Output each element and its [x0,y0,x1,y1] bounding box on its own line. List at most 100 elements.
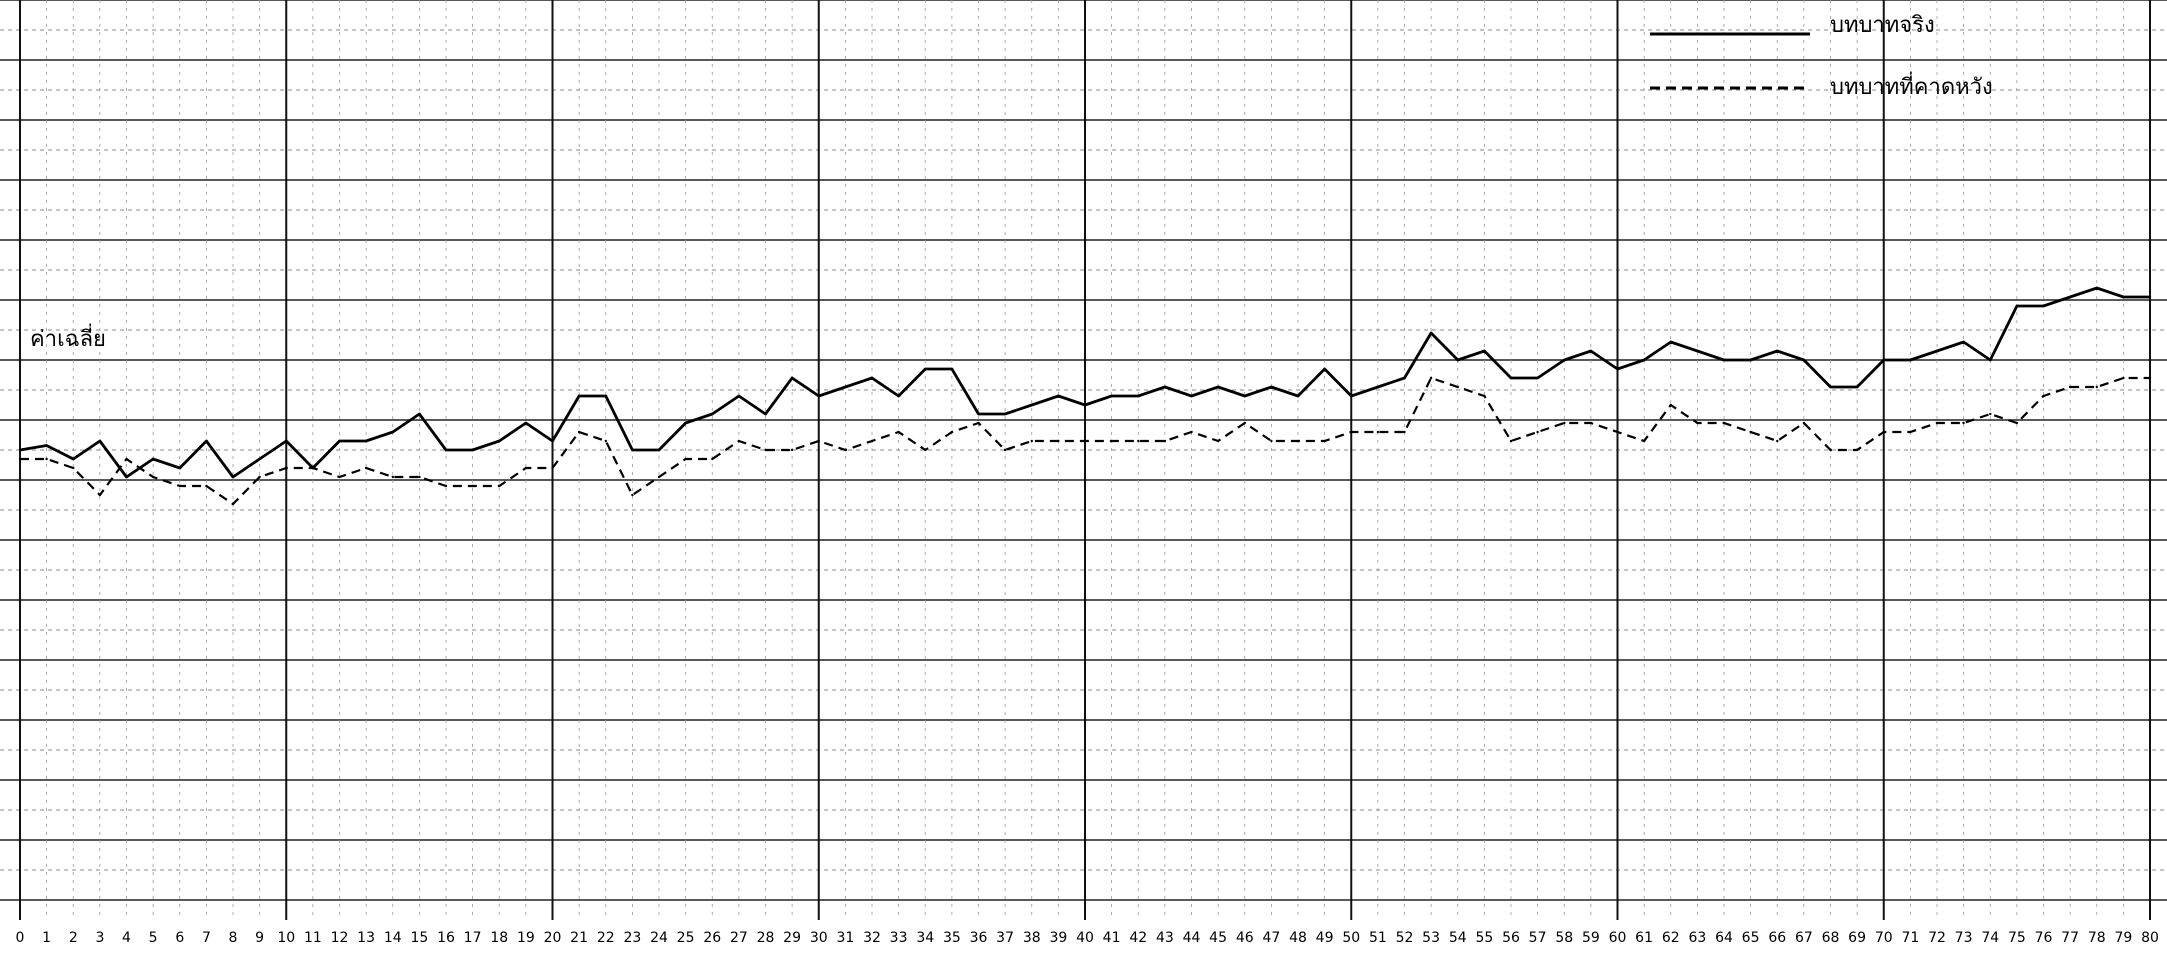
data-point [924,367,927,371]
x-tick-label: 5 [149,930,158,946]
x-tick-label: 71 [1901,930,1919,946]
x-tick-label: 61 [1635,930,1653,946]
data-point [364,466,368,470]
data-point [1163,385,1167,389]
data-point [45,444,48,447]
x-tick-label: 76 [2035,930,2053,946]
data-point [1483,349,1486,353]
data-point [604,439,607,443]
data-point [844,385,847,389]
x-tick-label: 29 [783,930,801,946]
data-point [1456,385,1460,389]
x-tick-label: 14 [384,930,402,946]
x-tick-label: 53 [1422,930,1440,946]
y-axis-label: ค่าเฉลี่ย [30,323,106,352]
x-tick-label: 73 [1955,930,1973,946]
data-point [1137,439,1140,443]
x-tick-label: 34 [916,930,934,946]
data-point [1057,439,1060,443]
data-point [1749,430,1752,434]
x-tick-label: 46 [1236,930,1254,946]
x-tick-label: 50 [1342,930,1360,946]
data-point [1110,394,1113,398]
x-tick-label: 23 [623,930,641,946]
x-tick-label: 58 [1555,930,1573,946]
x-tick-label: 52 [1396,930,1414,946]
x-tick-label: 47 [1262,930,1280,946]
x-tick-label: 56 [1502,930,1520,946]
x-tick-label: 17 [464,930,482,946]
data-point [2015,421,2019,425]
series-layer [18,286,2152,506]
data-point [1429,376,1433,380]
x-tick-label: 30 [810,930,828,946]
data-point [1696,421,1699,425]
x-tick-label: 63 [1688,930,1706,946]
data-point [178,466,181,470]
data-point [1216,385,1220,389]
data-point [1536,430,1539,434]
x-tick-label: 24 [650,930,668,946]
x-tick-label: 65 [1742,930,1760,946]
data-point [1935,349,1939,353]
x-tick-label: 62 [1662,930,1680,946]
data-point [657,448,661,452]
data-point [1190,394,1193,398]
data-point [1509,439,1513,443]
x-tick-label: 70 [1875,930,1893,946]
data-point [577,430,581,434]
x-tick-label: 44 [1183,930,1201,946]
data-point [231,502,235,506]
data-point [1749,358,1752,362]
data-point [1270,385,1273,389]
data-point [72,457,75,461]
data-point [178,484,181,488]
data-point [18,457,22,461]
data-point [1270,439,1273,443]
data-point [631,493,634,497]
data-point [1909,358,1912,362]
x-tick-label: 60 [1609,930,1627,946]
data-point [1989,358,1992,362]
data-point [1589,349,1593,353]
data-point [684,421,687,425]
data-point [1083,403,1087,407]
data-point [18,448,22,452]
data-point [125,475,128,479]
data-point [1589,421,1593,425]
data-point [258,475,261,479]
data-point [231,475,235,479]
data-point [151,475,155,479]
data-point [1536,376,1539,380]
x-tick-label: 20 [544,930,562,946]
data-point [1642,358,1646,362]
x-tick-label: 33 [890,930,908,946]
data-point [1243,394,1247,398]
x-tick-label: 68 [1822,930,1840,946]
data-point [285,439,288,443]
x-tick-label: 13 [357,930,375,946]
data-point [98,493,102,497]
data-point [1350,430,1353,434]
data-point [1003,448,1007,452]
x-tick-label: 59 [1582,930,1600,946]
data-point [604,394,607,398]
x-tick-label: 38 [1023,930,1041,946]
data-point [1855,448,1859,452]
data-point [737,394,741,398]
x-tick-label: 37 [996,930,1014,946]
x-tick-label: 36 [970,930,988,946]
data-point [1776,439,1779,443]
x-tick-label: 3 [95,930,104,946]
x-tick-label: 80 [2141,930,2159,946]
data-point [1429,331,1433,335]
x-tick-label: 55 [1475,930,1493,946]
data-point [924,448,927,452]
data-point [817,439,820,443]
data-point [977,412,980,416]
legend-label-expected: บทบาทที่คาดหวัง [1830,71,1993,100]
data-point [1776,349,1779,353]
data-point [711,412,714,416]
x-tick-label: 41 [1103,930,1121,946]
x-tick-label: 57 [1529,930,1547,946]
